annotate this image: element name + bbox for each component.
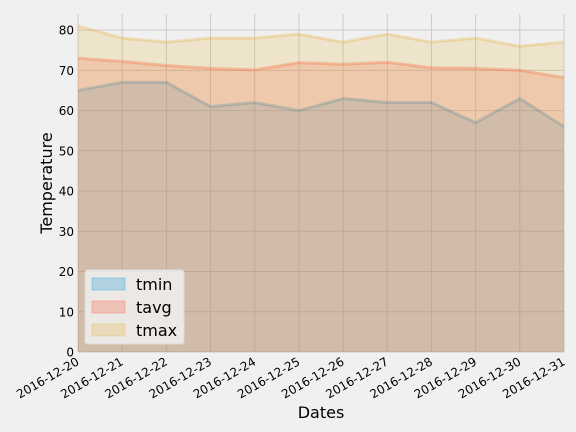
y-tick-label: 20: [59, 265, 74, 279]
area-tavg: [78, 58, 564, 353]
y-tick-label: 10: [59, 305, 74, 319]
legend: tmin tavg tmax: [84, 269, 185, 345]
y-tick-labels: 0 10 20 30 40 50 60 70 80: [59, 24, 74, 360]
area-tmax: [78, 26, 564, 352]
legend-label-tavg: tavg: [136, 298, 172, 317]
line-tavg: [77, 56, 565, 80]
legend-label-tmax: tmax: [136, 321, 177, 340]
y-tick-label: 50: [59, 144, 74, 158]
y-tick-label: 30: [59, 225, 74, 239]
y-axis-title: Temperature: [37, 132, 56, 234]
legend-label-tmin: tmin: [136, 275, 172, 294]
area-series: [77, 24, 565, 353]
x-axis-title: Dates: [298, 403, 345, 422]
legend-swatch-tavg: [91, 300, 126, 314]
y-tick-label: 40: [59, 185, 74, 199]
x-tick-labels: 2016-12-202016-12-212016-12-222016-12-23…: [14, 354, 567, 401]
y-tick-label: 60: [59, 104, 74, 118]
line-tmin: [77, 80, 565, 128]
y-tick-label: 70: [59, 64, 74, 78]
y-tick-label: 0: [66, 346, 74, 360]
area-tmin: [78, 82, 564, 353]
y-tick-label: 80: [59, 24, 74, 38]
legend-swatch-tmin: [91, 277, 126, 291]
legend-box: [84, 269, 185, 345]
legend-swatch-tmax: [91, 323, 126, 337]
line-tmax: [77, 24, 565, 48]
